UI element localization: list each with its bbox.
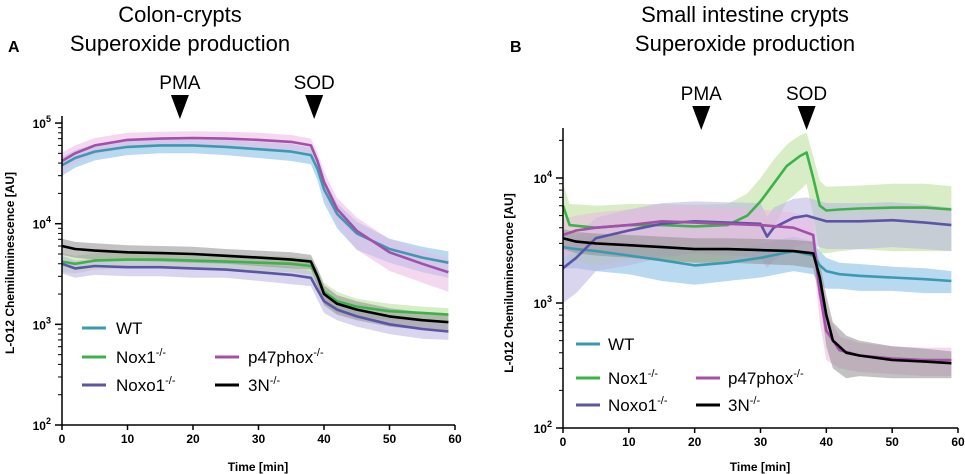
error-bands [62,131,449,340]
legend-label-wt: WT [116,319,142,338]
annotation-arrow-pma [692,106,711,130]
legend-item-noxo1: Noxo1-/- [82,375,176,395]
error-band-p47 [62,131,449,292]
x-tick-label: 30 [252,432,266,446]
legend-label-p47phox: p47phox-/- [728,368,804,388]
error-band-noxo1 [62,255,449,340]
y-tick-label: 104 [33,215,51,232]
legend-item-wt: WT [576,335,634,354]
chart-title-line1: Colon-crypts [118,2,241,27]
x-tick-label: 0 [59,432,66,446]
x-axis-label: Time [min] [228,460,288,474]
legend-label-nox1: Nox1-/- [608,368,658,388]
y-axis-label: L-O12 Chemiluminescence [AU] [3,172,17,354]
x-tick-label: 0 [560,435,567,449]
x-tick-label: 30 [754,435,768,449]
legend: WT Nox1-/- p47phox-/- Noxo1-/- 3N-/- [82,319,324,395]
chart-title-line2: Superoxide production [70,31,290,56]
legend-label-noxo1: Noxo1-/- [608,395,668,415]
annotation-arrow-sod [305,95,324,119]
x-tick-label: 50 [885,435,899,449]
series-line-nox1 [61,258,449,316]
y-tick-label: 103 [534,294,552,311]
y-tick-label: 103 [33,315,51,332]
annotation-arrow-sod [797,106,816,130]
legend-item-noxo1: Noxo1-/- [576,395,668,415]
legend-item-nox1: Nox1-/- [576,368,658,388]
annotation-arrow-pma [170,95,189,119]
y-ticks: 102 103 104 105 [33,114,62,433]
legend-item-3n: 3N-/- [215,375,280,395]
panel-a: A Colon-crypts Superoxide production L-O… [3,2,462,474]
y-tick-label: 105 [33,114,51,131]
legend-item-3n: 3N-/- [696,395,760,415]
legend-label-3n: 3N-/- [728,395,760,415]
y-axis-label: L-012 Chemiluminescence [AU] [502,193,516,372]
series-lines [561,151,952,365]
x-axis-label: Time [min] [730,460,790,474]
series-line-3n [61,244,449,324]
series-lines [61,136,449,333]
x-tick-label: 40 [820,435,834,449]
legend-item-p47phox: p47phox-/- [696,368,804,388]
legend: WT Nox1-/- p47phox-/- Noxo1-/- 3N-/- [576,335,804,415]
legend-label-noxo1: Noxo1-/- [116,375,176,395]
annotation-label-sod: SOD [294,73,335,94]
series-line-noxo1 [61,262,449,333]
annotation-label-sod: SOD [786,84,827,105]
annotation-label-pma: PMA [681,84,723,105]
legend-item-wt: WT [82,319,142,338]
x-ticks: 0 10 20 30 40 50 60 [560,428,965,449]
x-tick-label: 10 [622,435,636,449]
panel-b: B Small intestine crypts Superoxide prod… [502,2,965,474]
x-tick-label: 20 [186,432,200,446]
annotations: PMA SOD [681,84,827,130]
legend-item-nox1: Nox1-/- [82,347,166,367]
x-tick-label: 50 [383,432,397,446]
x-tick-label: 40 [317,432,331,446]
error-band-3n [563,229,952,379]
y-tick-label: 102 [33,416,51,433]
legend-label-p47phox: p47phox-/- [248,347,324,367]
legend-label-wt: WT [608,335,634,354]
chart-title-line1: Small intestine crypts [641,2,849,27]
y-tick-label: 104 [534,169,552,186]
panel-label: A [8,39,20,56]
legend-label-nox1: Nox1-/- [116,347,166,367]
annotation-label-pma: PMA [159,73,201,94]
x-tick-label: 10 [121,432,135,446]
x-ticks: 0 10 20 30 40 50 60 [59,425,462,446]
legend-item-p47phox: p47phox-/- [215,347,324,367]
series-line-p47 [61,136,449,274]
series-line-3n [562,236,952,365]
y-tick-label: 102 [534,419,552,436]
annotations: PMA SOD [159,73,335,119]
chart-title-line2: Superoxide production [635,31,855,56]
x-tick-label: 20 [688,435,702,449]
y-ticks: 102 103 104 [534,139,563,436]
panel-label: B [510,39,522,56]
x-tick-label: 60 [951,435,965,449]
x-tick-label: 60 [448,432,462,446]
legend-label-3n: 3N-/- [248,375,280,395]
series-line-noxo1 [562,214,952,270]
